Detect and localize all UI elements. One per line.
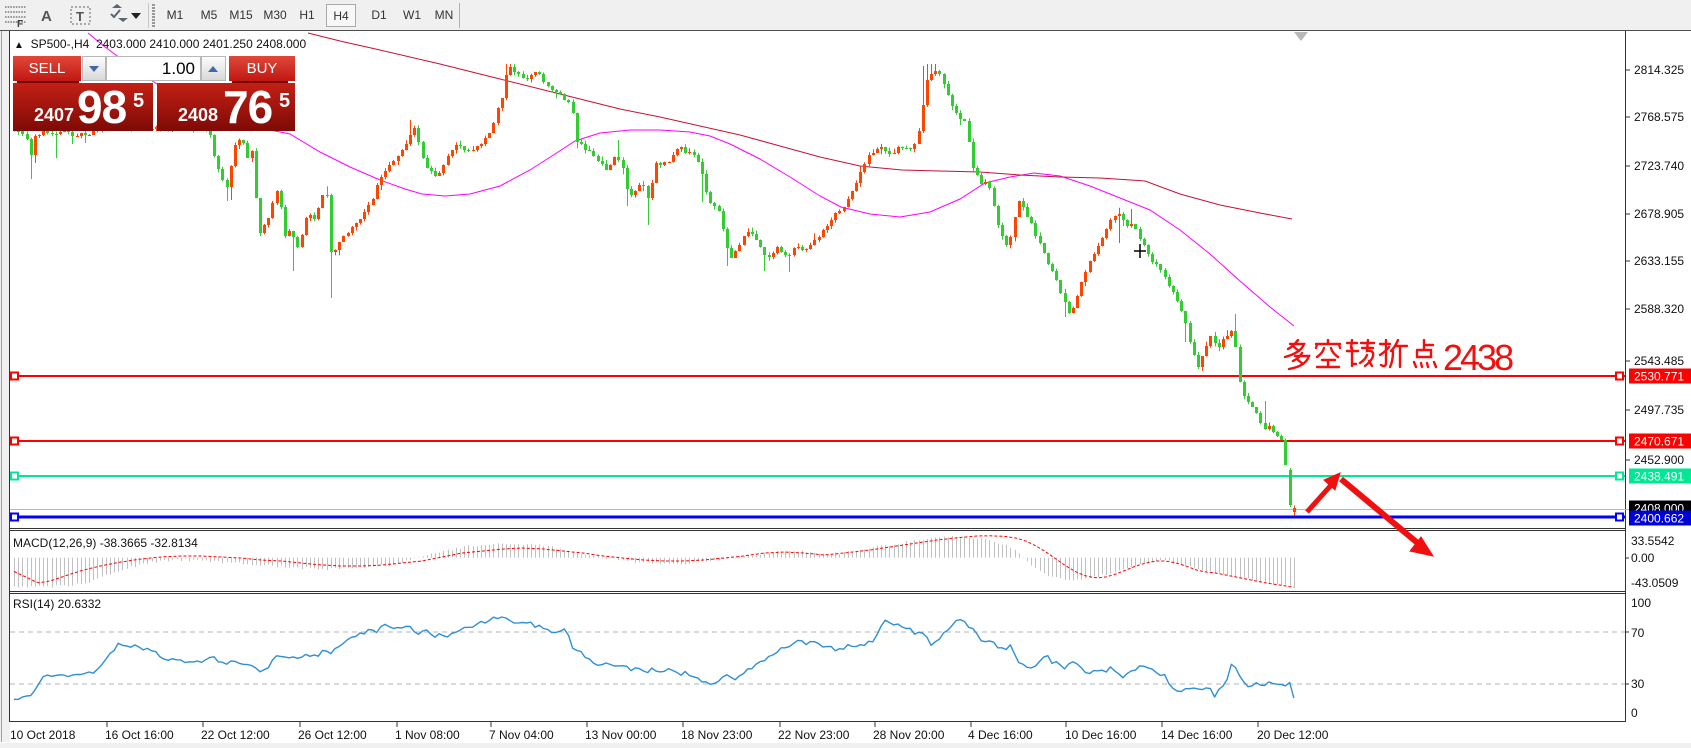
svg-text:10 Dec 16:00: 10 Dec 16:00 xyxy=(1065,728,1137,742)
svg-text:2438.491: 2438.491 xyxy=(1634,470,1684,484)
svg-text:F: F xyxy=(17,19,23,30)
svg-text:2768.575: 2768.575 xyxy=(1634,110,1684,124)
svg-text:16 Oct 16:00: 16 Oct 16:00 xyxy=(105,728,174,742)
svg-text:10 Oct 2018: 10 Oct 2018 xyxy=(10,728,76,742)
svg-text:33.5542: 33.5542 xyxy=(1631,534,1675,548)
svg-text:MACD(12,26,9) -38.3665 -32.813: MACD(12,26,9) -38.3665 -32.8134 xyxy=(13,536,198,550)
svg-text:13 Nov 00:00: 13 Nov 00:00 xyxy=(585,728,657,742)
svg-text:0: 0 xyxy=(1631,706,1638,720)
svg-text:4 Dec 16:00: 4 Dec 16:00 xyxy=(968,728,1033,742)
svg-text:RSI(14) 20.6332: RSI(14) 20.6332 xyxy=(13,597,101,611)
svg-text:2530.771: 2530.771 xyxy=(1634,370,1684,384)
svg-text:70: 70 xyxy=(1631,626,1645,640)
svg-text:-43.0509: -43.0509 xyxy=(1631,576,1679,590)
svg-text:2588.320: 2588.320 xyxy=(1634,302,1684,316)
svg-text:22 Oct 12:00: 22 Oct 12:00 xyxy=(201,728,270,742)
svg-text:2814.325: 2814.325 xyxy=(1634,63,1684,77)
svg-text:18 Nov 23:00: 18 Nov 23:00 xyxy=(681,728,753,742)
svg-text:1 Nov 08:00: 1 Nov 08:00 xyxy=(395,728,460,742)
svg-text:7 Nov 04:00: 7 Nov 04:00 xyxy=(489,728,554,742)
svg-text:2678.905: 2678.905 xyxy=(1634,207,1684,221)
svg-text:2633.155: 2633.155 xyxy=(1634,254,1684,268)
svg-text:14 Dec 16:00: 14 Dec 16:00 xyxy=(1161,728,1233,742)
svg-text:20 Dec 12:00: 20 Dec 12:00 xyxy=(1257,728,1329,742)
svg-text:2400.662: 2400.662 xyxy=(1634,512,1684,526)
svg-text:2452.900: 2452.900 xyxy=(1634,453,1684,467)
svg-text:26 Oct 12:00: 26 Oct 12:00 xyxy=(298,728,367,742)
svg-text:28 Nov 20:00: 28 Nov 20:00 xyxy=(873,728,945,742)
svg-text:2543.485: 2543.485 xyxy=(1634,354,1684,368)
svg-text:T: T xyxy=(76,9,84,24)
svg-text:A: A xyxy=(41,8,52,25)
svg-text:22 Nov 23:00: 22 Nov 23:00 xyxy=(778,728,850,742)
svg-text:100: 100 xyxy=(1631,596,1651,610)
svg-text:2470.671: 2470.671 xyxy=(1634,435,1684,449)
svg-text:0.00: 0.00 xyxy=(1631,551,1655,565)
svg-text:2497.735: 2497.735 xyxy=(1634,403,1684,417)
svg-text:2723.740: 2723.740 xyxy=(1634,159,1684,173)
svg-text:2438: 2438 xyxy=(1443,339,1513,373)
svg-text:30: 30 xyxy=(1631,677,1645,691)
